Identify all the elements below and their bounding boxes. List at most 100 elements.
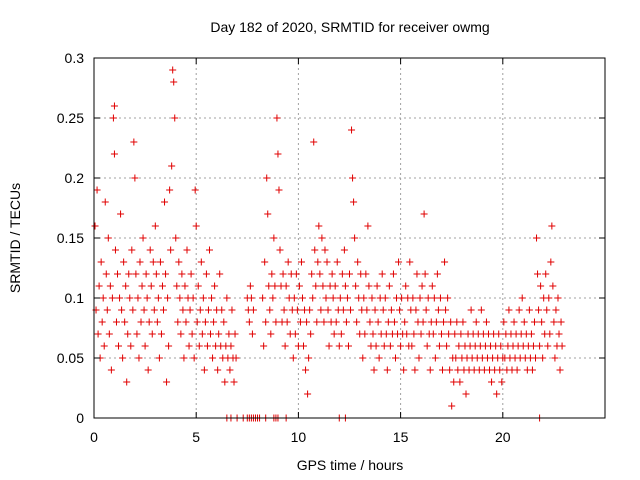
data-point [332,318,340,326]
data-point [165,342,173,350]
data-point [537,282,545,290]
data-point [520,318,528,326]
data-point [220,318,228,326]
data-point [226,366,234,374]
data-point [295,282,303,290]
data-point [305,354,313,362]
data-point [330,330,338,338]
data-point [108,294,116,302]
data-point [199,294,207,302]
data-point [207,330,215,338]
data-point [375,354,383,362]
data-point [138,282,146,290]
data-point [180,354,188,362]
data-point [149,258,157,266]
data-point [194,282,202,290]
data-point [155,354,163,362]
data-point [293,306,301,314]
y-tick-label: 0.2 [65,170,85,186]
data-point [370,366,378,374]
data-point [311,246,319,254]
data-point [139,234,147,242]
data-point [100,342,108,350]
data-point [385,282,393,290]
data-point [554,294,562,302]
data-point [136,258,144,266]
data-point [193,318,201,326]
data-point [318,234,326,242]
data-point [91,222,99,230]
data-point [338,270,346,278]
data-point [446,366,454,374]
data-point [348,126,356,134]
data-point [247,294,255,302]
data-point [545,294,553,302]
data-point [350,198,358,206]
data-point [211,282,219,290]
data-point [102,270,110,278]
data-point [411,366,419,374]
data-point [192,222,200,230]
data-point [264,210,272,218]
data-point [117,210,125,218]
data-point [333,258,341,266]
data-point [500,318,508,326]
data-point [131,174,139,182]
data-point [190,354,198,362]
y-tick-label: 0.25 [57,110,84,126]
data-point [198,330,206,338]
data-point [214,366,222,374]
data-point [505,306,513,314]
data-point [109,114,117,122]
data-point [548,222,556,230]
data-point [132,270,140,278]
data-point [335,342,343,350]
data-point [272,318,280,326]
data-point [110,150,118,158]
data-point [103,306,111,314]
data-point [435,342,443,350]
data-point [536,342,544,350]
data-point [296,318,304,326]
data-point [336,294,344,302]
data-point [182,318,190,326]
data-point [111,246,119,254]
data-point [306,306,314,314]
data-point [445,330,453,338]
data-point [309,294,317,302]
data-point [557,318,565,326]
data-point [530,318,538,326]
data-point [364,222,372,230]
data-point [297,258,305,266]
data-point [248,330,256,338]
data-point [382,330,390,338]
data-point [398,294,406,302]
data-point [339,306,347,314]
data-point [188,330,196,338]
data-point [452,354,460,362]
data-point [420,210,428,218]
data-point [170,78,178,86]
data-point [543,306,551,314]
data-point [94,330,102,338]
data-point [174,318,182,326]
data-point [167,246,175,254]
y-tick-label: 0.3 [65,50,85,66]
data-point [467,306,475,314]
data-point [402,282,410,290]
data-point [166,186,174,194]
data-point [433,270,441,278]
data-point [273,114,281,122]
data-point [552,306,560,314]
data-point [542,270,550,278]
data-point [218,306,226,314]
x-axis-label: GPS time / hours [297,457,404,473]
data-point [328,270,336,278]
data-point [351,234,359,242]
data-point [223,294,231,302]
data-point [133,330,141,338]
data-point [395,258,403,266]
data-point [137,318,145,326]
data-point [440,318,448,326]
x-tick-label: 5 [192,429,200,445]
